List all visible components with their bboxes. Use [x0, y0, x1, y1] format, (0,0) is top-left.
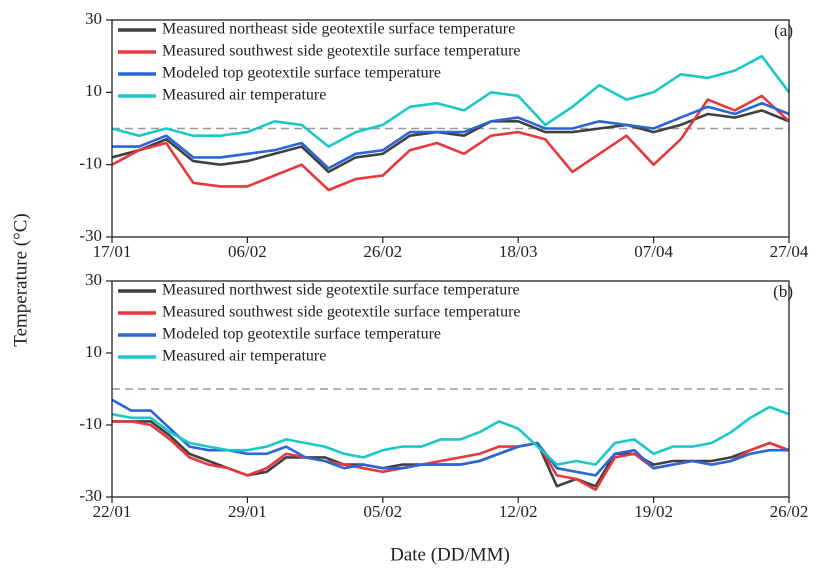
x-tick-label: 18/03 — [499, 242, 538, 261]
panel-label: (b) — [773, 282, 793, 301]
y-tick-label: 10 — [85, 81, 102, 100]
x-tick-label: 22/01 — [93, 502, 132, 521]
x-tick-label: 05/02 — [363, 502, 402, 521]
y-tick-label: -30 — [79, 486, 102, 505]
y-tick-label: -10 — [79, 154, 102, 173]
y-tick-label: -10 — [79, 414, 102, 433]
legend-label: Modeled top geotextile surface temperatu… — [162, 326, 441, 343]
x-tick-label: 07/04 — [634, 242, 673, 261]
x-tick-label: 19/02 — [634, 502, 673, 521]
x-tick-label: 12/02 — [499, 502, 538, 521]
series-line — [111, 54, 791, 148]
legend-label: Measured air temperature — [162, 87, 326, 104]
y-tick-label: 10 — [85, 342, 102, 361]
x-tick-label: 29/01 — [228, 502, 267, 521]
x-axis-label: Date (DD/MM) — [390, 544, 510, 565]
legend-label: Measured northwest side geotextile surfa… — [162, 282, 520, 299]
series-line — [112, 420, 790, 488]
y-tick-label: -30 — [79, 226, 102, 245]
x-tick-label: 06/02 — [228, 242, 267, 261]
legend-label: Measured northeast side geotextile surfa… — [162, 21, 515, 38]
x-tick-label: 27/04 — [770, 242, 809, 261]
x-tick-label: 26/02 — [770, 502, 809, 521]
series-line — [111, 109, 790, 174]
y-tick-label: 30 — [85, 9, 102, 28]
series-line — [112, 420, 790, 492]
legend-label: Measured southwest side geotextile surfa… — [162, 43, 521, 60]
x-tick-label: 17/01 — [93, 242, 132, 261]
legend-label: Measured southwest side geotextile surfa… — [162, 304, 521, 321]
y-tick-label: 30 — [85, 270, 102, 289]
legend-label: Modeled top geotextile surface temperatu… — [162, 65, 441, 82]
series-line — [111, 94, 790, 192]
y-axis-label: Temperature (°C) — [10, 213, 31, 346]
x-tick-label: 26/02 — [363, 242, 402, 261]
series-line — [112, 101, 790, 170]
panel-label: (a) — [774, 21, 793, 40]
plot-frame — [111, 280, 790, 498]
plot-frame — [111, 19, 790, 238]
legend-label: Measured air temperature — [162, 348, 326, 365]
series-line — [111, 405, 790, 466]
